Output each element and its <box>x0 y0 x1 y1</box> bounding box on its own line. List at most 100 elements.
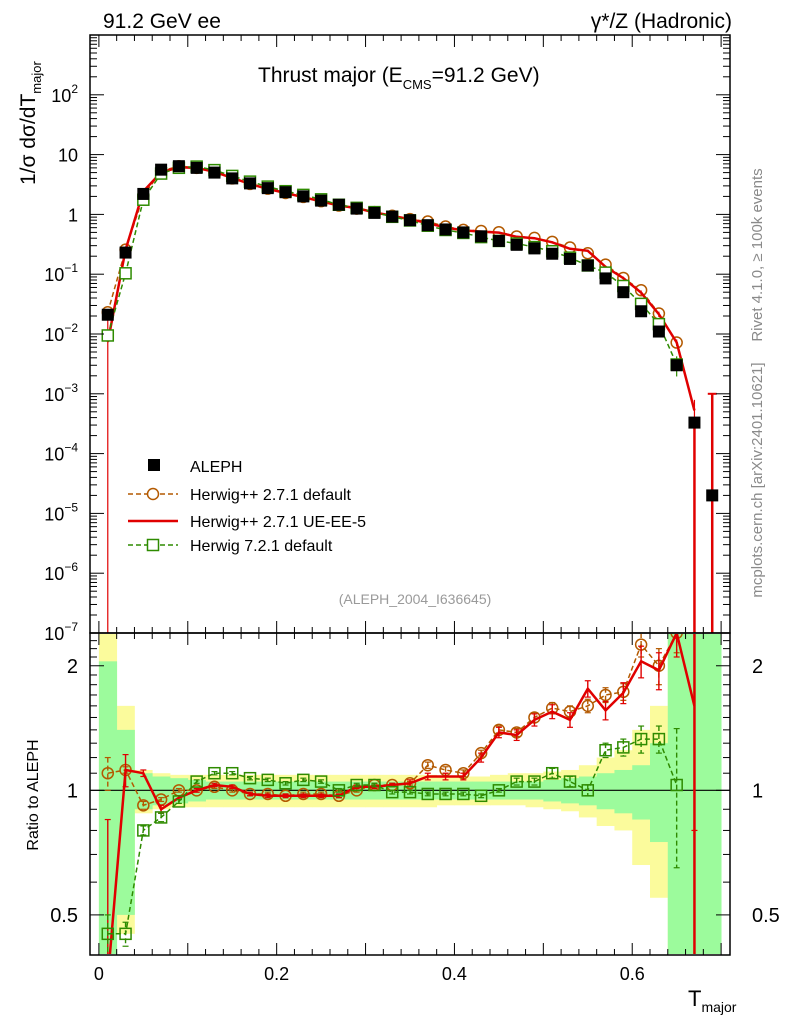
legend-marker-h271d <box>146 487 160 501</box>
main-point-h721 <box>119 267 132 280</box>
ratio-point-h721 <box>670 778 683 792</box>
ratio-point-h271d <box>261 787 275 801</box>
y-tick-label: 102 <box>51 82 78 106</box>
ratio-point-h271d <box>297 787 310 801</box>
ratio-point-h721 <box>403 785 417 799</box>
legend-label-h271ue: Herwig++ 2.7.1 UE-EE-5 <box>190 514 366 531</box>
band-inner-31 <box>650 743 669 843</box>
ratio-point-h721 <box>279 777 292 790</box>
ratio-point-h721 <box>243 771 257 785</box>
ratio-point-h721 <box>563 775 577 788</box>
data-point <box>155 163 168 176</box>
ratio-tick-label-left: 0.5 <box>50 905 78 927</box>
x-tick-label: 0.6 <box>620 964 645 984</box>
data-point <box>368 206 381 219</box>
analysis-id: (ALEPH_2004_I636645) <box>339 591 492 607</box>
legend-marker-aleph <box>148 459 160 471</box>
data-point <box>670 359 683 372</box>
ratio-point-h271d <box>190 784 203 797</box>
data-point <box>492 234 505 247</box>
ratio-point-h721 <box>385 785 399 799</box>
band-inner-30 <box>632 765 651 820</box>
main-point-h271d <box>634 283 648 297</box>
y-tick-label: 10−6 <box>44 560 78 584</box>
data-point <box>404 214 416 227</box>
ratio-point-h721 <box>297 773 310 787</box>
ratio-point-h271d <box>599 688 612 702</box>
ratio-point-h721 <box>528 775 541 788</box>
band-inner-0 <box>98 661 118 954</box>
mcplots-label: mcplots.cern.ch [arXiv:2401.10621] <box>749 362 766 597</box>
data-point <box>261 182 274 195</box>
ratio-tick-label-right: 0.5 <box>752 905 780 927</box>
ratio-point-h721 <box>545 766 559 780</box>
ratio-point-h721 <box>332 784 346 797</box>
data-point <box>475 230 488 243</box>
ratio-point-h721 <box>172 795 186 808</box>
ratio-point-h721 <box>101 927 115 941</box>
y-tick-label: 10−4 <box>44 441 78 465</box>
ratio-point-h721 <box>190 775 203 788</box>
data-point <box>119 246 132 259</box>
ratio-point-h721 <box>368 778 381 792</box>
ratio-point-h721 <box>599 743 612 757</box>
data-point <box>652 325 665 338</box>
x-tick-label: 0.4 <box>442 964 467 984</box>
data-point <box>528 242 541 255</box>
data-point <box>688 416 701 429</box>
x-tick-label: 0.2 <box>264 964 289 984</box>
data-point <box>279 186 292 199</box>
ratio-point-h721 <box>457 787 470 801</box>
data-point <box>332 198 345 211</box>
ratio-y-axis-label: Ratio to ALEPH <box>25 739 42 850</box>
data-point <box>510 238 523 251</box>
ratio-tick-label-left: 1 <box>67 780 78 802</box>
ratio-point-h271d <box>421 758 435 772</box>
ratio-point-h721 <box>350 778 363 792</box>
legend-label-h721: Herwig 7.2.1 default <box>190 538 333 555</box>
data-point <box>315 194 328 207</box>
y-tick-label: 10 <box>58 146 78 166</box>
ratio-point-h721 <box>421 787 435 801</box>
x-axis-label: Tmajor <box>688 986 737 1015</box>
legend-marker-h721 <box>146 538 160 552</box>
ratio-tick-label-right: 1 <box>752 780 763 802</box>
header-left: 91.2 GeV ee <box>103 10 221 33</box>
band-inner-29 <box>614 769 633 814</box>
ratio-point-h721 <box>474 789 488 803</box>
y-tick-label: 10−1 <box>44 261 78 285</box>
x-tick-label: 0 <box>94 964 104 984</box>
data-point <box>101 308 114 321</box>
band-inner-28 <box>596 773 615 810</box>
ratio-point-h721 <box>208 766 221 780</box>
data-point <box>581 259 594 272</box>
data-point <box>706 489 719 502</box>
data-point <box>208 166 221 179</box>
main-frame <box>89 34 731 634</box>
ratio-panel: 0.5 0.5 1 1 2 2 Ratio to ALEPH <box>25 632 780 956</box>
ratio-point-h721 <box>510 775 523 788</box>
data-point <box>635 305 648 318</box>
ratio-point-h721 <box>634 732 648 746</box>
data-point <box>226 172 239 185</box>
y-tick-label: 10−5 <box>44 500 78 524</box>
ratio-point-h721 <box>492 784 506 797</box>
data-point <box>546 247 559 260</box>
legend-label-h271d: Herwig++ 2.7.1 default <box>190 487 352 504</box>
data-point <box>457 226 470 239</box>
ratio-frame <box>89 632 731 956</box>
data-point <box>599 272 612 285</box>
ratio-point-h271d <box>137 799 150 812</box>
main-point-h721 <box>101 329 115 342</box>
data-point <box>617 286 630 299</box>
ratio-point-h271d <box>101 766 115 780</box>
data-point <box>137 187 150 200</box>
data-point <box>244 177 256 190</box>
ratio-point-h721 <box>314 775 328 788</box>
data-point <box>172 160 185 173</box>
ratio-line-h271ue <box>108 634 696 954</box>
ratio-tick-label-left: 2 <box>67 656 78 678</box>
ratio-point-h721 <box>225 766 239 780</box>
y-axis-label: 1/σ dσ/dTmajor <box>17 61 44 185</box>
